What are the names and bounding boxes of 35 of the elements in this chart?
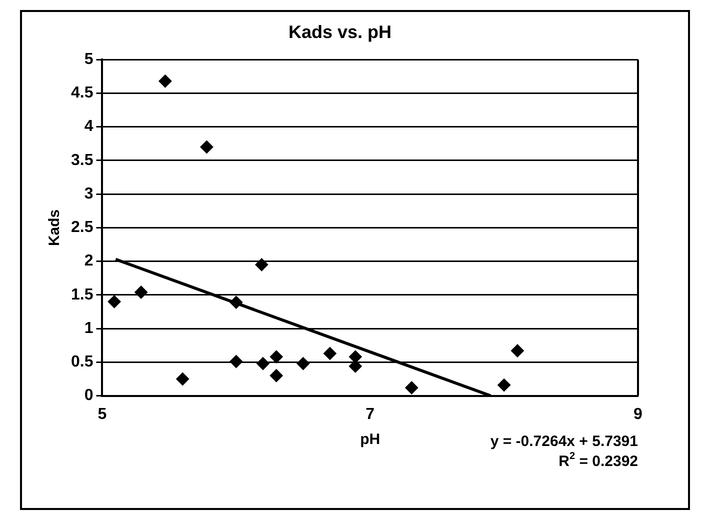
point [176,372,190,386]
point [348,350,362,364]
y-tick-label: 2 [84,252,94,270]
x-tick-label: 5 [98,406,107,423]
point [200,140,214,154]
point [405,381,418,394]
y-tick-label: 4.5 [70,84,94,102]
chart-title: Kads vs. pH [288,22,392,42]
x-tick-label: 7 [366,406,375,423]
point [108,295,121,308]
point [323,346,336,360]
point [230,355,243,368]
y-tick-label: 0 [84,387,94,404]
point [270,350,283,364]
point [296,357,310,370]
y-tick-label: 3 [84,185,94,202]
point [256,357,270,370]
point [270,369,283,382]
point [498,378,511,392]
point [255,258,268,272]
y-tick-label: 3.5 [70,152,94,169]
x-tick-label: 9 [634,406,643,423]
y-tick-label: 5 [84,51,94,68]
point [230,296,243,309]
y-axis-title: Kads [46,209,64,246]
point [134,286,148,299]
y-tick-label: 1.5 [70,286,94,304]
point [158,74,172,88]
text: y = -0.7264x + 5.7391 [490,432,638,450]
y-tick-label: 2.5 [70,219,94,236]
y-tick-label: 1 [84,320,94,337]
y-tick-label: 4 [84,118,94,136]
y-tick-label: 0.5 [70,354,94,371]
point [510,344,524,358]
x-axis-title: pH [360,431,380,448]
